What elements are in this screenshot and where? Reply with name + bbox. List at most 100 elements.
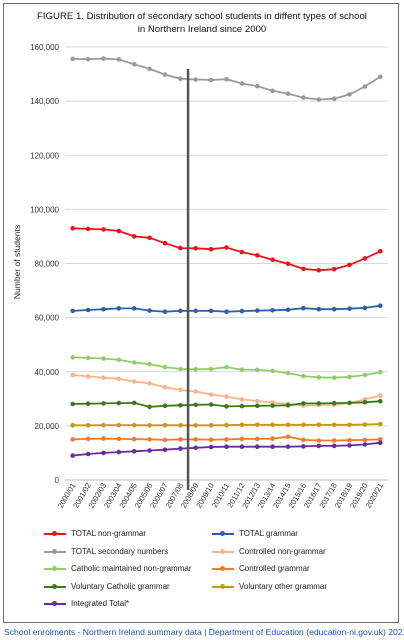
data-point bbox=[362, 400, 368, 405]
data-point bbox=[301, 266, 306, 272]
data-point bbox=[301, 444, 306, 449]
data-point bbox=[378, 249, 383, 254]
y-axis-ticks: 0 20,000 40,000 60,000 80,000 100,000 120,000 1… bbox=[30, 43, 59, 485]
data-point bbox=[224, 394, 229, 399]
data-point bbox=[70, 437, 75, 442]
data-point bbox=[254, 444, 260, 450]
data-point bbox=[70, 401, 75, 407]
data-point bbox=[101, 227, 106, 232]
data-point bbox=[285, 91, 291, 97]
data-point bbox=[331, 443, 337, 449]
data-point bbox=[224, 76, 229, 82]
legend-swatch bbox=[212, 583, 234, 589]
data-point bbox=[131, 379, 137, 384]
data-point bbox=[270, 368, 275, 374]
series-lines bbox=[70, 56, 383, 458]
data-point bbox=[116, 422, 122, 428]
chart-title-line2: in Northern Ireland since 2000 bbox=[137, 24, 267, 35]
data-point bbox=[301, 401, 306, 406]
data-point bbox=[239, 81, 245, 86]
data-point bbox=[362, 422, 368, 427]
data-point bbox=[270, 444, 275, 450]
data-point bbox=[285, 370, 291, 376]
chart-title-line1: FIGURE 1. Distribution of secondary scho… bbox=[37, 11, 367, 22]
data-point bbox=[193, 367, 198, 372]
data-point bbox=[85, 307, 91, 313]
data-point bbox=[193, 423, 198, 428]
data-point bbox=[85, 374, 91, 379]
data-point bbox=[131, 436, 137, 442]
y-tick-label: 120,000 bbox=[30, 151, 59, 160]
line-chart: 0 20,000 40,000 60,000 80,000 100,000 120,000 1… bbox=[12, 43, 388, 510]
data-point bbox=[254, 367, 260, 373]
data-point bbox=[378, 393, 383, 398]
data-point bbox=[362, 256, 368, 261]
data-point bbox=[70, 308, 75, 314]
data-point bbox=[101, 375, 106, 381]
data-point bbox=[331, 400, 337, 406]
data-point bbox=[116, 228, 122, 234]
data-point bbox=[178, 245, 183, 251]
data-point bbox=[178, 446, 183, 451]
data-point bbox=[347, 92, 352, 97]
data-point bbox=[331, 306, 337, 312]
data-point bbox=[301, 422, 306, 428]
data-point bbox=[254, 436, 260, 442]
data-point bbox=[101, 422, 106, 428]
data-point bbox=[70, 453, 75, 458]
data-point bbox=[101, 306, 106, 312]
data-point bbox=[162, 403, 168, 409]
data-point bbox=[239, 308, 245, 314]
data-point bbox=[224, 404, 229, 409]
data-point bbox=[285, 444, 291, 450]
series-total-grammar bbox=[70, 303, 383, 315]
data-point bbox=[331, 266, 337, 272]
data-point bbox=[131, 449, 137, 454]
data-point bbox=[316, 438, 322, 443]
data-point bbox=[193, 389, 198, 394]
data-point bbox=[239, 403, 245, 409]
series-catholic-maintained-non-grammar bbox=[70, 355, 383, 381]
data-point bbox=[362, 305, 368, 311]
data-point bbox=[270, 436, 275, 441]
data-point bbox=[362, 84, 368, 89]
data-point bbox=[331, 96, 337, 101]
y-tick-label: 160,000 bbox=[30, 43, 59, 52]
data-point bbox=[347, 306, 352, 312]
data-point bbox=[193, 77, 198, 82]
data-point bbox=[131, 400, 137, 406]
data-point bbox=[193, 445, 198, 451]
y-tick-label: 60,000 bbox=[35, 314, 60, 323]
data-point bbox=[162, 240, 168, 246]
data-point bbox=[347, 422, 352, 428]
data-point bbox=[208, 308, 214, 314]
data-point bbox=[85, 401, 91, 407]
data-point bbox=[208, 366, 214, 372]
data-point bbox=[162, 384, 168, 390]
data-point bbox=[178, 308, 183, 314]
data-point bbox=[116, 357, 122, 363]
data-point bbox=[162, 364, 168, 370]
data-point bbox=[347, 443, 352, 448]
legend-label: TOTAL grammar bbox=[239, 529, 298, 538]
data-point bbox=[116, 306, 122, 311]
data-point bbox=[254, 422, 260, 428]
data-point bbox=[70, 226, 75, 231]
data-point bbox=[239, 367, 245, 372]
data-point bbox=[239, 436, 245, 442]
data-point bbox=[331, 422, 337, 428]
data-point bbox=[362, 437, 368, 443]
data-point bbox=[254, 403, 260, 409]
data-point bbox=[208, 444, 214, 450]
legend-label: Integrated Total* bbox=[71, 599, 130, 608]
data-point bbox=[362, 442, 368, 447]
source-link[interactable]: School enrolments - Northern Ireland sum… bbox=[4, 627, 404, 637]
legend-swatch bbox=[44, 548, 66, 554]
data-point bbox=[270, 403, 275, 408]
series-total-secondary-numbers bbox=[70, 56, 383, 102]
data-point bbox=[301, 95, 306, 100]
series-integrated-total bbox=[70, 440, 383, 458]
data-point bbox=[316, 268, 322, 273]
data-point bbox=[147, 423, 152, 428]
series-voluntary-catholic-grammar bbox=[70, 398, 383, 410]
